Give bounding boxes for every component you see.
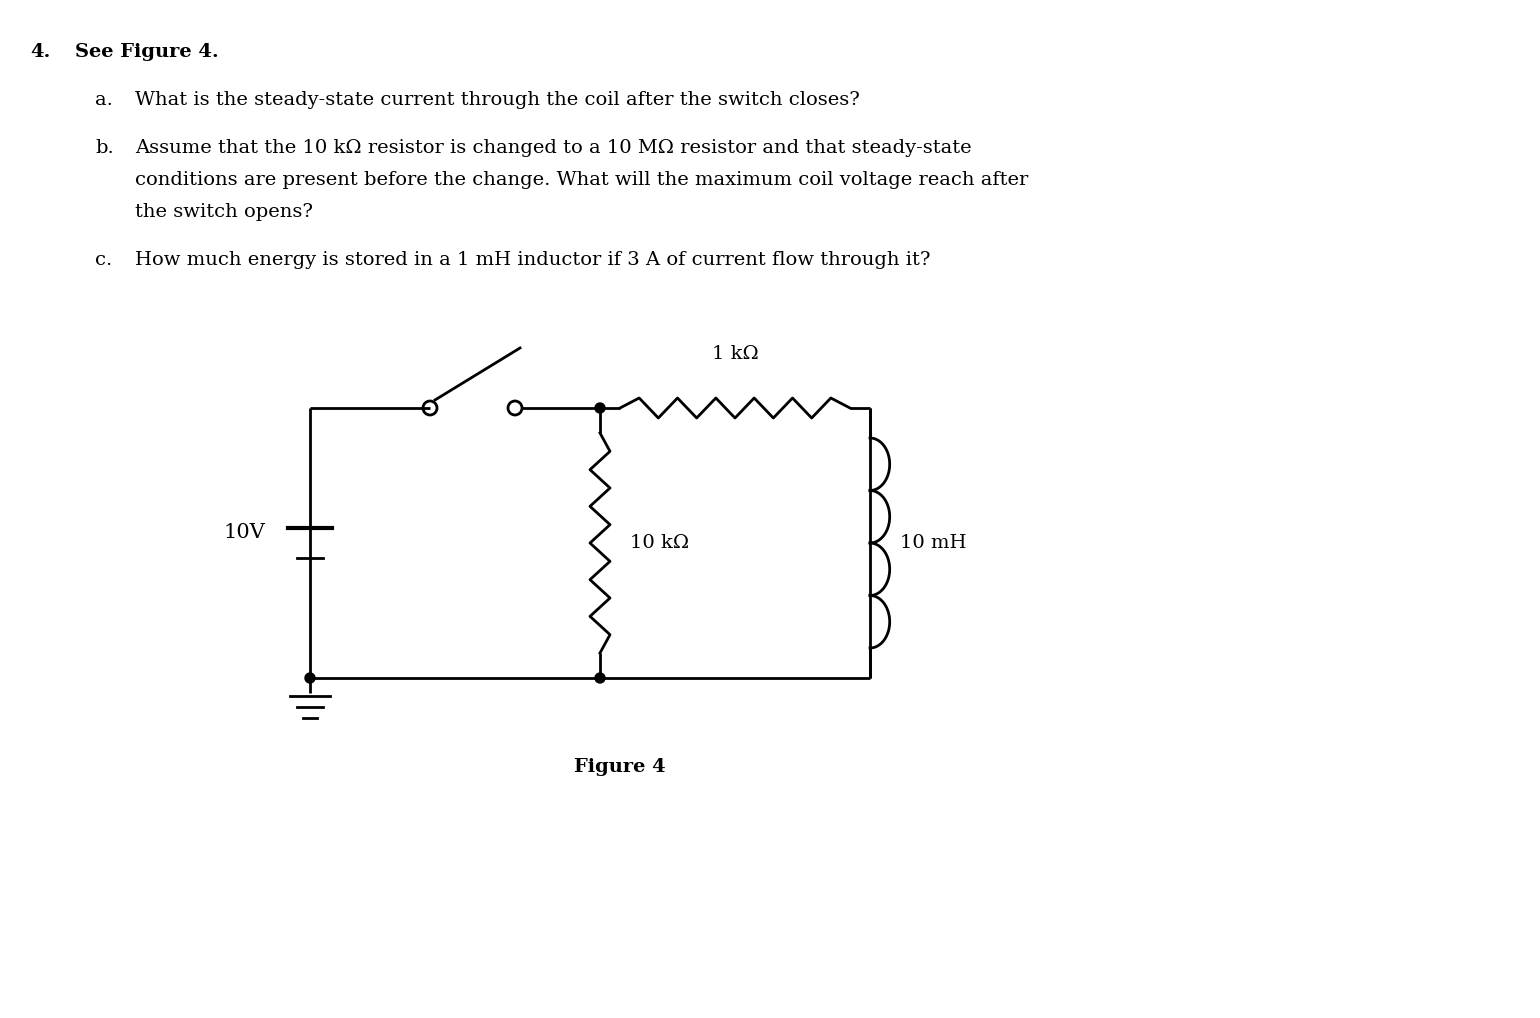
Text: 4.: 4. xyxy=(29,43,51,61)
Text: 10 kΩ: 10 kΩ xyxy=(630,534,688,552)
Text: How much energy is stored in a 1 mH inductor if 3 A of current flow through it?: How much energy is stored in a 1 mH indu… xyxy=(136,251,930,269)
Text: Figure 4: Figure 4 xyxy=(574,758,665,776)
Text: 10 mH: 10 mH xyxy=(899,534,967,552)
Text: 1 kΩ: 1 kΩ xyxy=(711,345,758,363)
Text: conditions are present before the change. What will the maximum coil voltage rea: conditions are present before the change… xyxy=(136,171,1029,189)
Text: a.: a. xyxy=(95,91,112,109)
Text: the switch opens?: the switch opens? xyxy=(136,203,313,221)
Circle shape xyxy=(594,673,605,683)
Text: What is the steady-state current through the coil after the switch closes?: What is the steady-state current through… xyxy=(136,91,859,109)
Circle shape xyxy=(594,403,605,413)
Text: Assume that the 10 kΩ resistor is changed to a 10 MΩ resistor and that steady-st: Assume that the 10 kΩ resistor is change… xyxy=(136,139,972,157)
Circle shape xyxy=(305,673,316,683)
Text: 10V: 10V xyxy=(223,523,265,543)
Text: c.: c. xyxy=(95,251,112,269)
Text: b.: b. xyxy=(95,139,114,157)
Text: See Figure 4.: See Figure 4. xyxy=(75,43,219,61)
